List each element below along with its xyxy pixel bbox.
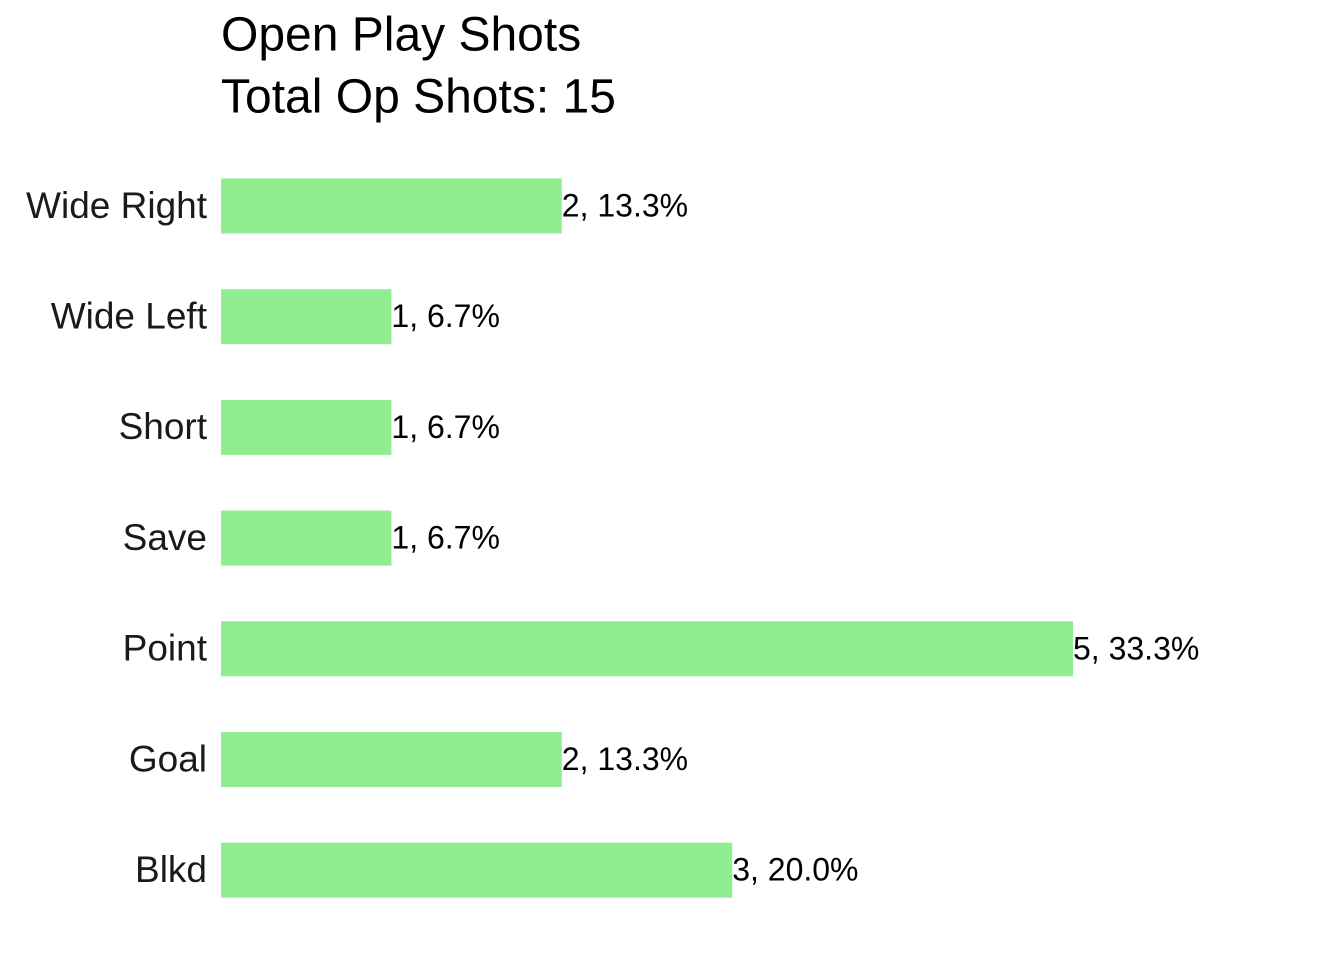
bar — [221, 842, 733, 898]
value-label: 1, 6.7% — [391, 298, 500, 334]
y-tick-label: Blkd — [135, 849, 207, 890]
value-label: 5, 33.3% — [1073, 630, 1199, 666]
value-label: 2, 13.3% — [562, 187, 688, 223]
bar — [221, 732, 562, 787]
value-label: 1, 6.7% — [391, 409, 500, 445]
bar — [221, 289, 392, 345]
bar — [221, 178, 562, 234]
y-tick-label: Point — [123, 628, 208, 669]
bar — [221, 510, 392, 566]
y-tick-label: Wide Left — [51, 295, 208, 336]
chart-title: Open Play Shots — [221, 9, 581, 62]
value-label: 2, 13.3% — [562, 741, 688, 777]
y-tick-label: Short — [119, 406, 208, 447]
y-tick-label: Goal — [129, 738, 207, 779]
y-tick-label: Wide Right — [26, 185, 208, 226]
y-tick-label: Save — [123, 517, 207, 558]
value-label: 1, 6.7% — [391, 520, 500, 556]
bar — [221, 399, 392, 455]
chart-subtitle: Total Op Shots: 15 — [221, 71, 616, 124]
value-label: 3, 20.0% — [732, 852, 858, 888]
bar — [221, 621, 1073, 677]
